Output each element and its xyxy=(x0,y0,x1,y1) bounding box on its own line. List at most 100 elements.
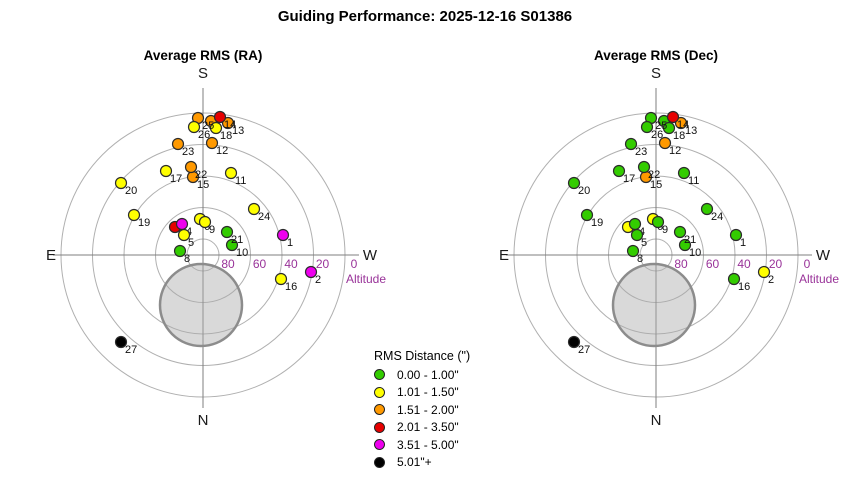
compass-west-label: W xyxy=(816,247,831,264)
data-point-label: 2 xyxy=(315,274,321,286)
data-point-label: 10 xyxy=(236,247,248,259)
data-point-label: 2 xyxy=(768,274,774,286)
legend-color-dot-icon xyxy=(374,404,385,416)
data-point-label: 10 xyxy=(689,247,701,259)
polar-plot-dec: Average RMS (Dec) 80 60 40 20 0 Altitude S N E W 1 2… xyxy=(430,40,850,480)
data-point-label: 23 xyxy=(182,146,194,158)
data-point xyxy=(612,164,626,178)
data-point xyxy=(187,120,201,134)
data-point-label: 16 xyxy=(738,281,750,293)
data-point-label: 27 xyxy=(578,344,590,356)
data-point-label: 24 xyxy=(258,211,270,223)
data-point-label: 17 xyxy=(170,173,182,185)
altitude-tick-label: 0 xyxy=(351,257,358,271)
legend-row: 0.00 - 1.00" xyxy=(366,366,516,384)
data-point-label: 8 xyxy=(637,253,643,265)
data-point xyxy=(247,202,261,216)
data-point-label: 25 xyxy=(202,120,214,132)
data-point-label: 8 xyxy=(184,253,190,265)
data-point-label: 14 xyxy=(677,119,689,131)
altitude-axis-label: Altitude xyxy=(799,272,839,286)
data-point-label: 17 xyxy=(623,173,635,185)
legend-title: RMS Distance (") xyxy=(374,349,471,363)
compass-north-label: N xyxy=(198,412,209,429)
data-point-label: 18 xyxy=(673,130,685,142)
data-point-label: 15 xyxy=(650,179,662,191)
altitude-tick-label: 60 xyxy=(706,257,720,271)
data-point xyxy=(220,225,234,239)
data-point xyxy=(276,228,290,242)
legend-color-dot-icon xyxy=(374,456,385,468)
data-point-label: 13 xyxy=(232,125,244,137)
data-point-label: 5 xyxy=(188,237,194,249)
legend-row-label: 5.01"+ xyxy=(397,455,432,470)
data-point-label: 22 xyxy=(195,169,207,181)
data-point xyxy=(658,136,672,150)
data-point xyxy=(626,244,640,258)
data-point-label: 21 xyxy=(231,234,243,246)
data-point xyxy=(173,244,187,258)
data-point xyxy=(114,335,128,349)
legend-row-label: 1.51 - 2.00" xyxy=(397,402,459,417)
page-title: Guiding Performance: 2025-12-16 S01386 xyxy=(277,8,573,25)
legend-row: 5.01"+ xyxy=(366,454,516,472)
data-point-label: 22 xyxy=(648,169,660,181)
data-point-label: 19 xyxy=(138,217,150,229)
horizon-obstruction-circle xyxy=(158,262,244,348)
data-point xyxy=(567,335,581,349)
data-point-label: 12 xyxy=(216,145,228,157)
data-point xyxy=(700,202,714,216)
horizon-obstruction-circle xyxy=(611,262,697,348)
legend: RMS Distance (") 0.00 - 1.00" 1.01 - 1.50… xyxy=(366,349,516,471)
altitude-tick-label: 40 xyxy=(284,257,298,271)
data-point-label: 18 xyxy=(220,130,232,142)
data-point xyxy=(673,225,687,239)
data-point xyxy=(624,137,638,151)
data-point xyxy=(224,166,238,180)
compass-north-label: N xyxy=(651,412,662,429)
data-point-label: 21 xyxy=(684,234,696,246)
data-point-label: 9 xyxy=(209,224,215,236)
data-point xyxy=(213,110,227,124)
data-point-label: 11 xyxy=(688,175,699,187)
data-point-label: 12 xyxy=(669,145,681,157)
data-point-label: 25 xyxy=(655,120,667,132)
data-point-label: 20 xyxy=(578,185,590,197)
legend-row: 2.01 - 3.50" xyxy=(366,419,516,437)
legend-row-label: 3.51 - 5.00" xyxy=(397,437,459,452)
data-point xyxy=(674,116,688,130)
data-point xyxy=(225,238,239,252)
legend-color-dot-icon xyxy=(374,369,385,381)
legend-row: 1.51 - 2.00" xyxy=(366,401,516,419)
altitude-tick-label: 60 xyxy=(253,257,267,271)
data-point xyxy=(630,228,644,242)
data-point-label: 14 xyxy=(224,119,236,131)
compass-south-label: S xyxy=(651,65,661,82)
data-point xyxy=(304,265,318,279)
data-point xyxy=(727,272,741,286)
data-point xyxy=(651,215,665,229)
data-point xyxy=(209,121,223,135)
data-point-label: 26 xyxy=(651,129,663,141)
data-point-label: 27 xyxy=(125,344,137,356)
data-point-label: 16 xyxy=(285,281,297,293)
data-point xyxy=(198,215,212,229)
compass-west-label: W xyxy=(363,247,378,264)
data-point-label: 11 xyxy=(235,175,246,187)
data-point-label: 24 xyxy=(711,211,723,223)
data-point-label: 26 xyxy=(198,129,210,141)
compass-east-label: E xyxy=(499,247,509,264)
altitude-tick-label: 80 xyxy=(674,257,688,271)
data-point xyxy=(171,137,185,151)
data-point-label: 1 xyxy=(287,237,293,249)
data-point xyxy=(567,176,581,190)
data-point xyxy=(677,166,691,180)
legend-row: 1.01 - 1.50" xyxy=(366,384,516,402)
data-point xyxy=(221,116,235,130)
data-point xyxy=(184,160,198,174)
legend-color-dot-icon xyxy=(374,421,385,433)
data-point-label: 23 xyxy=(635,146,647,158)
